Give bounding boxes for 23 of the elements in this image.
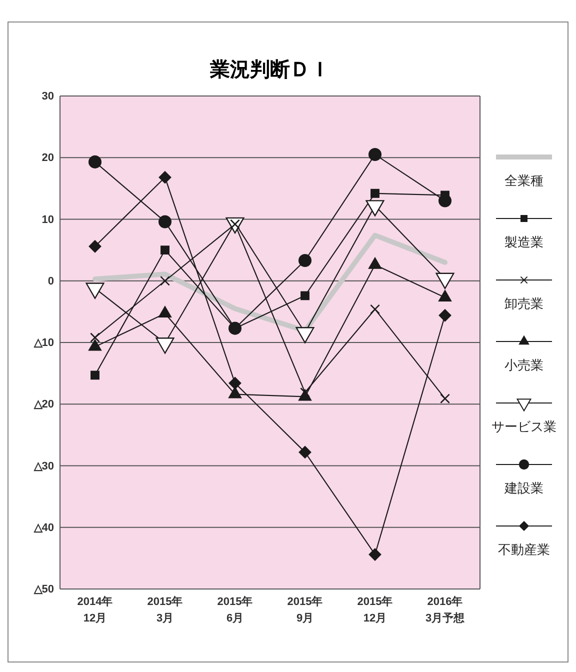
y-tick-label: △40 [32,522,54,534]
y-tick-label: △50 [32,584,54,596]
y-tick-label: 20 [42,152,54,164]
x-tick-label: 2014年 12月 [77,595,113,624]
y-tick-label: 0 [48,275,54,288]
legend-label: 製造業 [504,236,544,250]
x-tick-label: 2016年 3月予想 [425,595,466,624]
legend-label: 卸売業 [504,297,544,312]
x-tick-label: 2015年 12月 [357,595,393,624]
y-tick-label: △20 [32,398,54,411]
x-tick-label: 2015年 3月 [147,595,183,624]
x-tick-label: 2015年 6月 [217,595,253,624]
y-tick-label: 10 [42,214,54,226]
y-tick-label: △30 [32,460,54,472]
y-tick-label: 30 [42,90,54,103]
chart-title: 業況判断ＤＩ [209,57,330,81]
legend-label: 全業種 [504,174,544,189]
x-tick-label: 2015年 9月 [287,595,323,624]
y-tick-label: △10 [32,337,54,350]
legend-label: 不動産業 [498,542,550,558]
legend-label: 建設業 [504,482,544,496]
legend-label: サービス業 [492,420,556,435]
legend-label: 小売業 [504,358,544,374]
